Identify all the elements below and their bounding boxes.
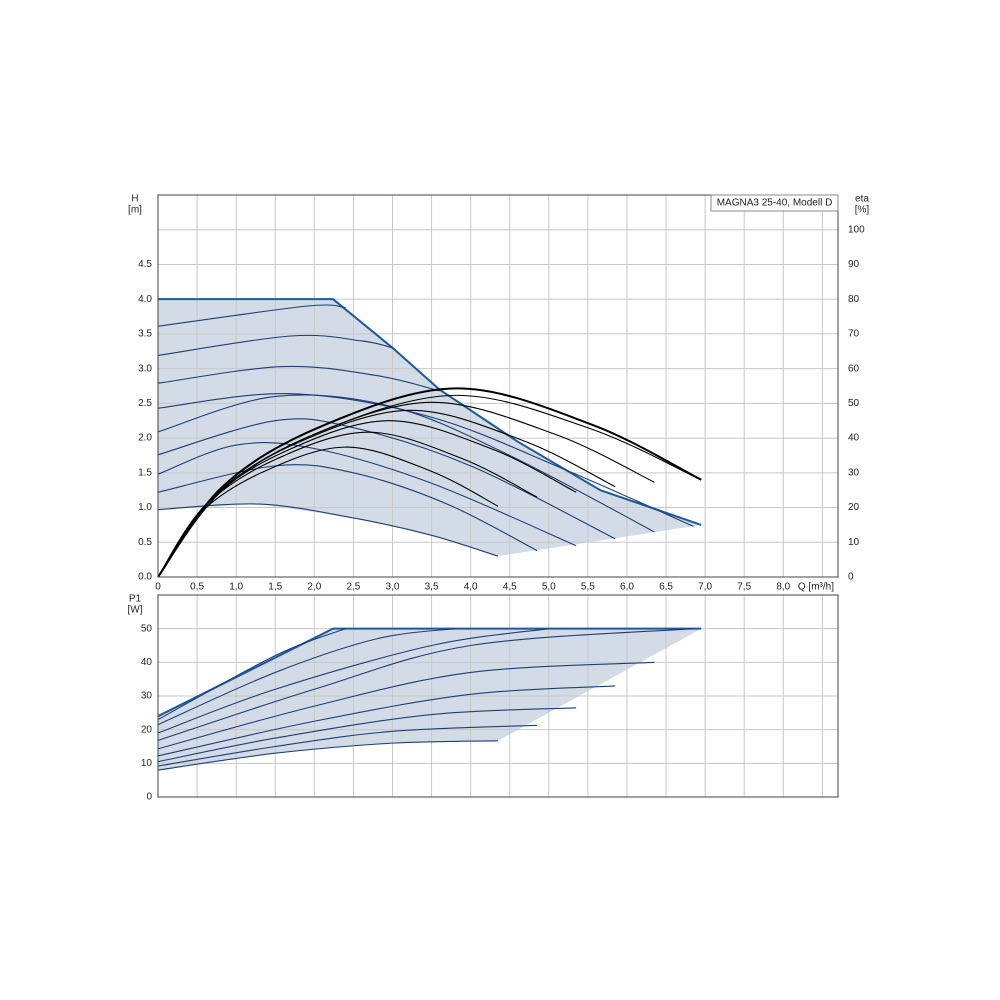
y-tick-label: 20 (141, 724, 153, 735)
x-tick-label: 0,5 (190, 582, 204, 593)
plot-frame (157, 194, 839, 578)
x-tick-label: 7,0 (698, 582, 712, 593)
y-tick-label: 40 (141, 657, 153, 668)
x-tick-label: 0 (155, 582, 161, 593)
x-tick-label: 8,0 (776, 582, 790, 593)
curve (157, 442, 577, 547)
curve (157, 418, 616, 540)
y-axis-label: H (131, 194, 138, 205)
curve (157, 707, 577, 763)
y2-axis-label: [%] (855, 205, 870, 216)
y-tick-label: 3.0 (138, 363, 152, 374)
y-tick-label: 0.5 (138, 537, 152, 548)
y-axis-label: P1 (129, 594, 142, 605)
x-tick-label: 5,5 (581, 582, 595, 593)
curve (157, 628, 694, 741)
y-tick-label: 2.0 (138, 433, 152, 444)
y-tick-label: 2.5 (138, 398, 152, 409)
x-tick-label: 1,5 (268, 582, 282, 593)
curve (157, 334, 393, 356)
plot-frame (157, 594, 839, 798)
y2-tick-label: 90 (848, 259, 860, 270)
curve (157, 628, 456, 726)
curve (157, 740, 499, 771)
y2-tick-label: 10 (848, 537, 860, 548)
y-tick-label: 4.0 (138, 294, 152, 305)
y-axis-label: [W] (128, 605, 143, 616)
y2-tick-label: 80 (848, 294, 860, 305)
curve (157, 393, 694, 527)
curve (157, 685, 616, 757)
y2-tick-label: 0 (848, 572, 854, 583)
chart-title: MAGNA3 25-40, Modell D (717, 198, 833, 209)
y-axis-label: [m] (128, 205, 142, 216)
y2-tick-label: 70 (848, 329, 860, 340)
curve (157, 724, 538, 767)
x-tick-label: 7,5 (737, 582, 751, 593)
y2-tick-label: 40 (848, 433, 860, 444)
curve (157, 661, 655, 750)
efficiency-curve (157, 431, 538, 578)
y-tick-label: 3.5 (138, 329, 152, 340)
x-tick-label: 3,5 (425, 582, 439, 593)
y-tick-label: 30 (141, 691, 153, 702)
curve (157, 464, 538, 552)
y-tick-label: 10 (141, 758, 153, 769)
y-tick-label: 0.0 (138, 572, 152, 583)
x-tick-label: 4,5 (503, 582, 517, 593)
x-tick-label: 6,0 (620, 582, 634, 593)
curve (157, 503, 499, 557)
y2-tick-label: 20 (848, 502, 860, 513)
efficiency-curve (157, 387, 702, 578)
x-tick-label: 2,0 (307, 582, 321, 593)
y2-axis-label: eta (855, 194, 869, 205)
y-tick-label: 50 (141, 623, 153, 634)
title-box (710, 194, 839, 212)
y2-tick-label: 60 (848, 363, 860, 374)
x-tick-label: 4,0 (464, 582, 478, 593)
x-tick-label: 3,0 (386, 582, 400, 593)
curve (157, 628, 346, 721)
y-tick-label: 1.0 (138, 502, 152, 513)
operating-area (158, 299, 702, 557)
x-tick-label: 1,0 (229, 582, 243, 593)
x-tick-label: 6,5 (659, 582, 673, 593)
curve (157, 365, 440, 392)
y-tick-label: 1.5 (138, 467, 152, 478)
y-tick-label: 4.5 (138, 259, 152, 270)
y-tick-label: 0 (146, 792, 152, 803)
curve (157, 304, 346, 327)
x-tick-label: 2,5 (346, 582, 360, 593)
x-tick-label: 5,0 (542, 582, 556, 593)
y2-tick-label: 30 (848, 467, 860, 478)
x-axis-label: Q [m³/h] (798, 582, 834, 593)
y2-tick-label: 50 (848, 398, 860, 409)
y2-tick-label: 100 (848, 224, 865, 235)
operating-area (158, 628, 702, 771)
efficiency-curve (157, 446, 499, 578)
curve (157, 628, 549, 734)
